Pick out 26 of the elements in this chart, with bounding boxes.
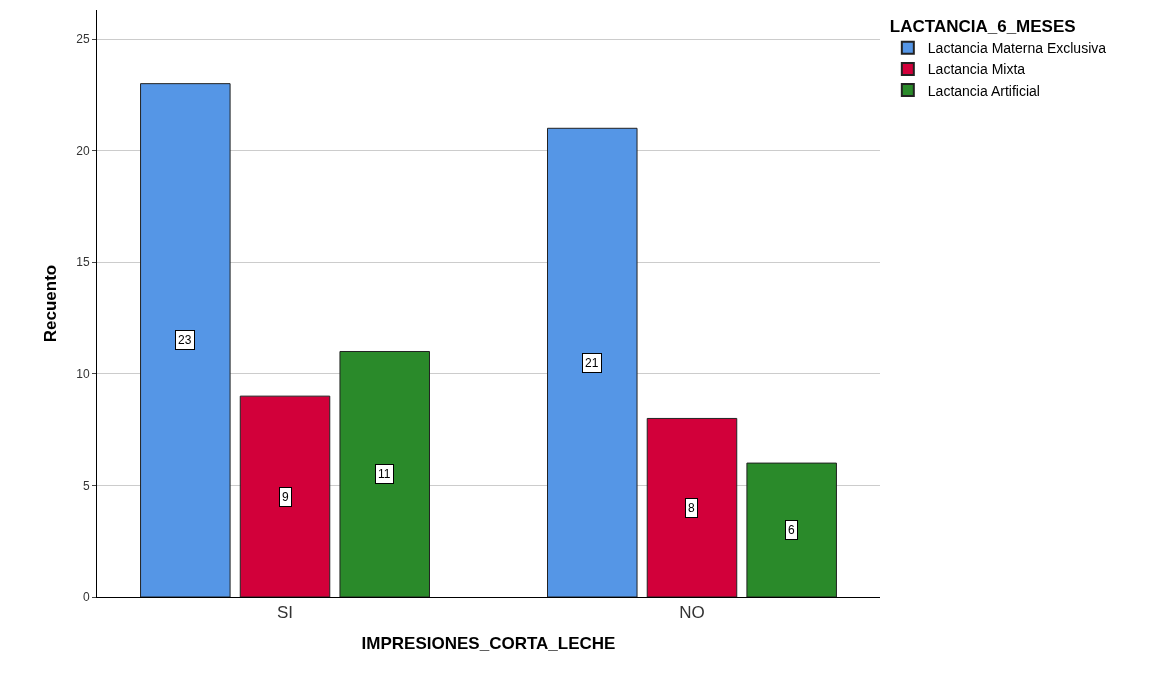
- bar: [140, 83, 231, 597]
- legend-label: Lactancia Materna Exclusiva: [927, 40, 1107, 57]
- y-tick-label: 5: [82, 478, 90, 493]
- data-label: 21: [585, 356, 599, 370]
- data-label: 8: [688, 501, 695, 515]
- x-tick-label: SI: [276, 603, 294, 623]
- data-label: 6: [788, 523, 795, 537]
- y-tick-label: 10: [76, 367, 90, 382]
- legend-label: Lactancia Mixta: [927, 61, 1026, 78]
- data-label: 9: [282, 490, 289, 504]
- y-axis-title: Recuento: [40, 264, 60, 343]
- bar: [746, 462, 837, 597]
- legend-label: Lactancia Artificial: [927, 82, 1040, 99]
- y-tick-label: 20: [76, 143, 90, 158]
- y-tick-label: 15: [76, 255, 90, 270]
- bar: [547, 127, 638, 597]
- data-label: 23: [178, 333, 192, 347]
- bar: [646, 417, 738, 597]
- x-axis-title: IMPRESIONES_CORTA_LECHE: [361, 633, 616, 653]
- y-tick-label: 0: [82, 590, 90, 605]
- bar: [239, 395, 331, 597]
- bar: [339, 350, 430, 597]
- legend-title: LACTANCIA_6_MESES: [889, 17, 1076, 37]
- data-label: 11: [378, 467, 391, 481]
- y-tick-label: 25: [76, 32, 90, 47]
- x-tick-label: NO: [679, 603, 705, 623]
